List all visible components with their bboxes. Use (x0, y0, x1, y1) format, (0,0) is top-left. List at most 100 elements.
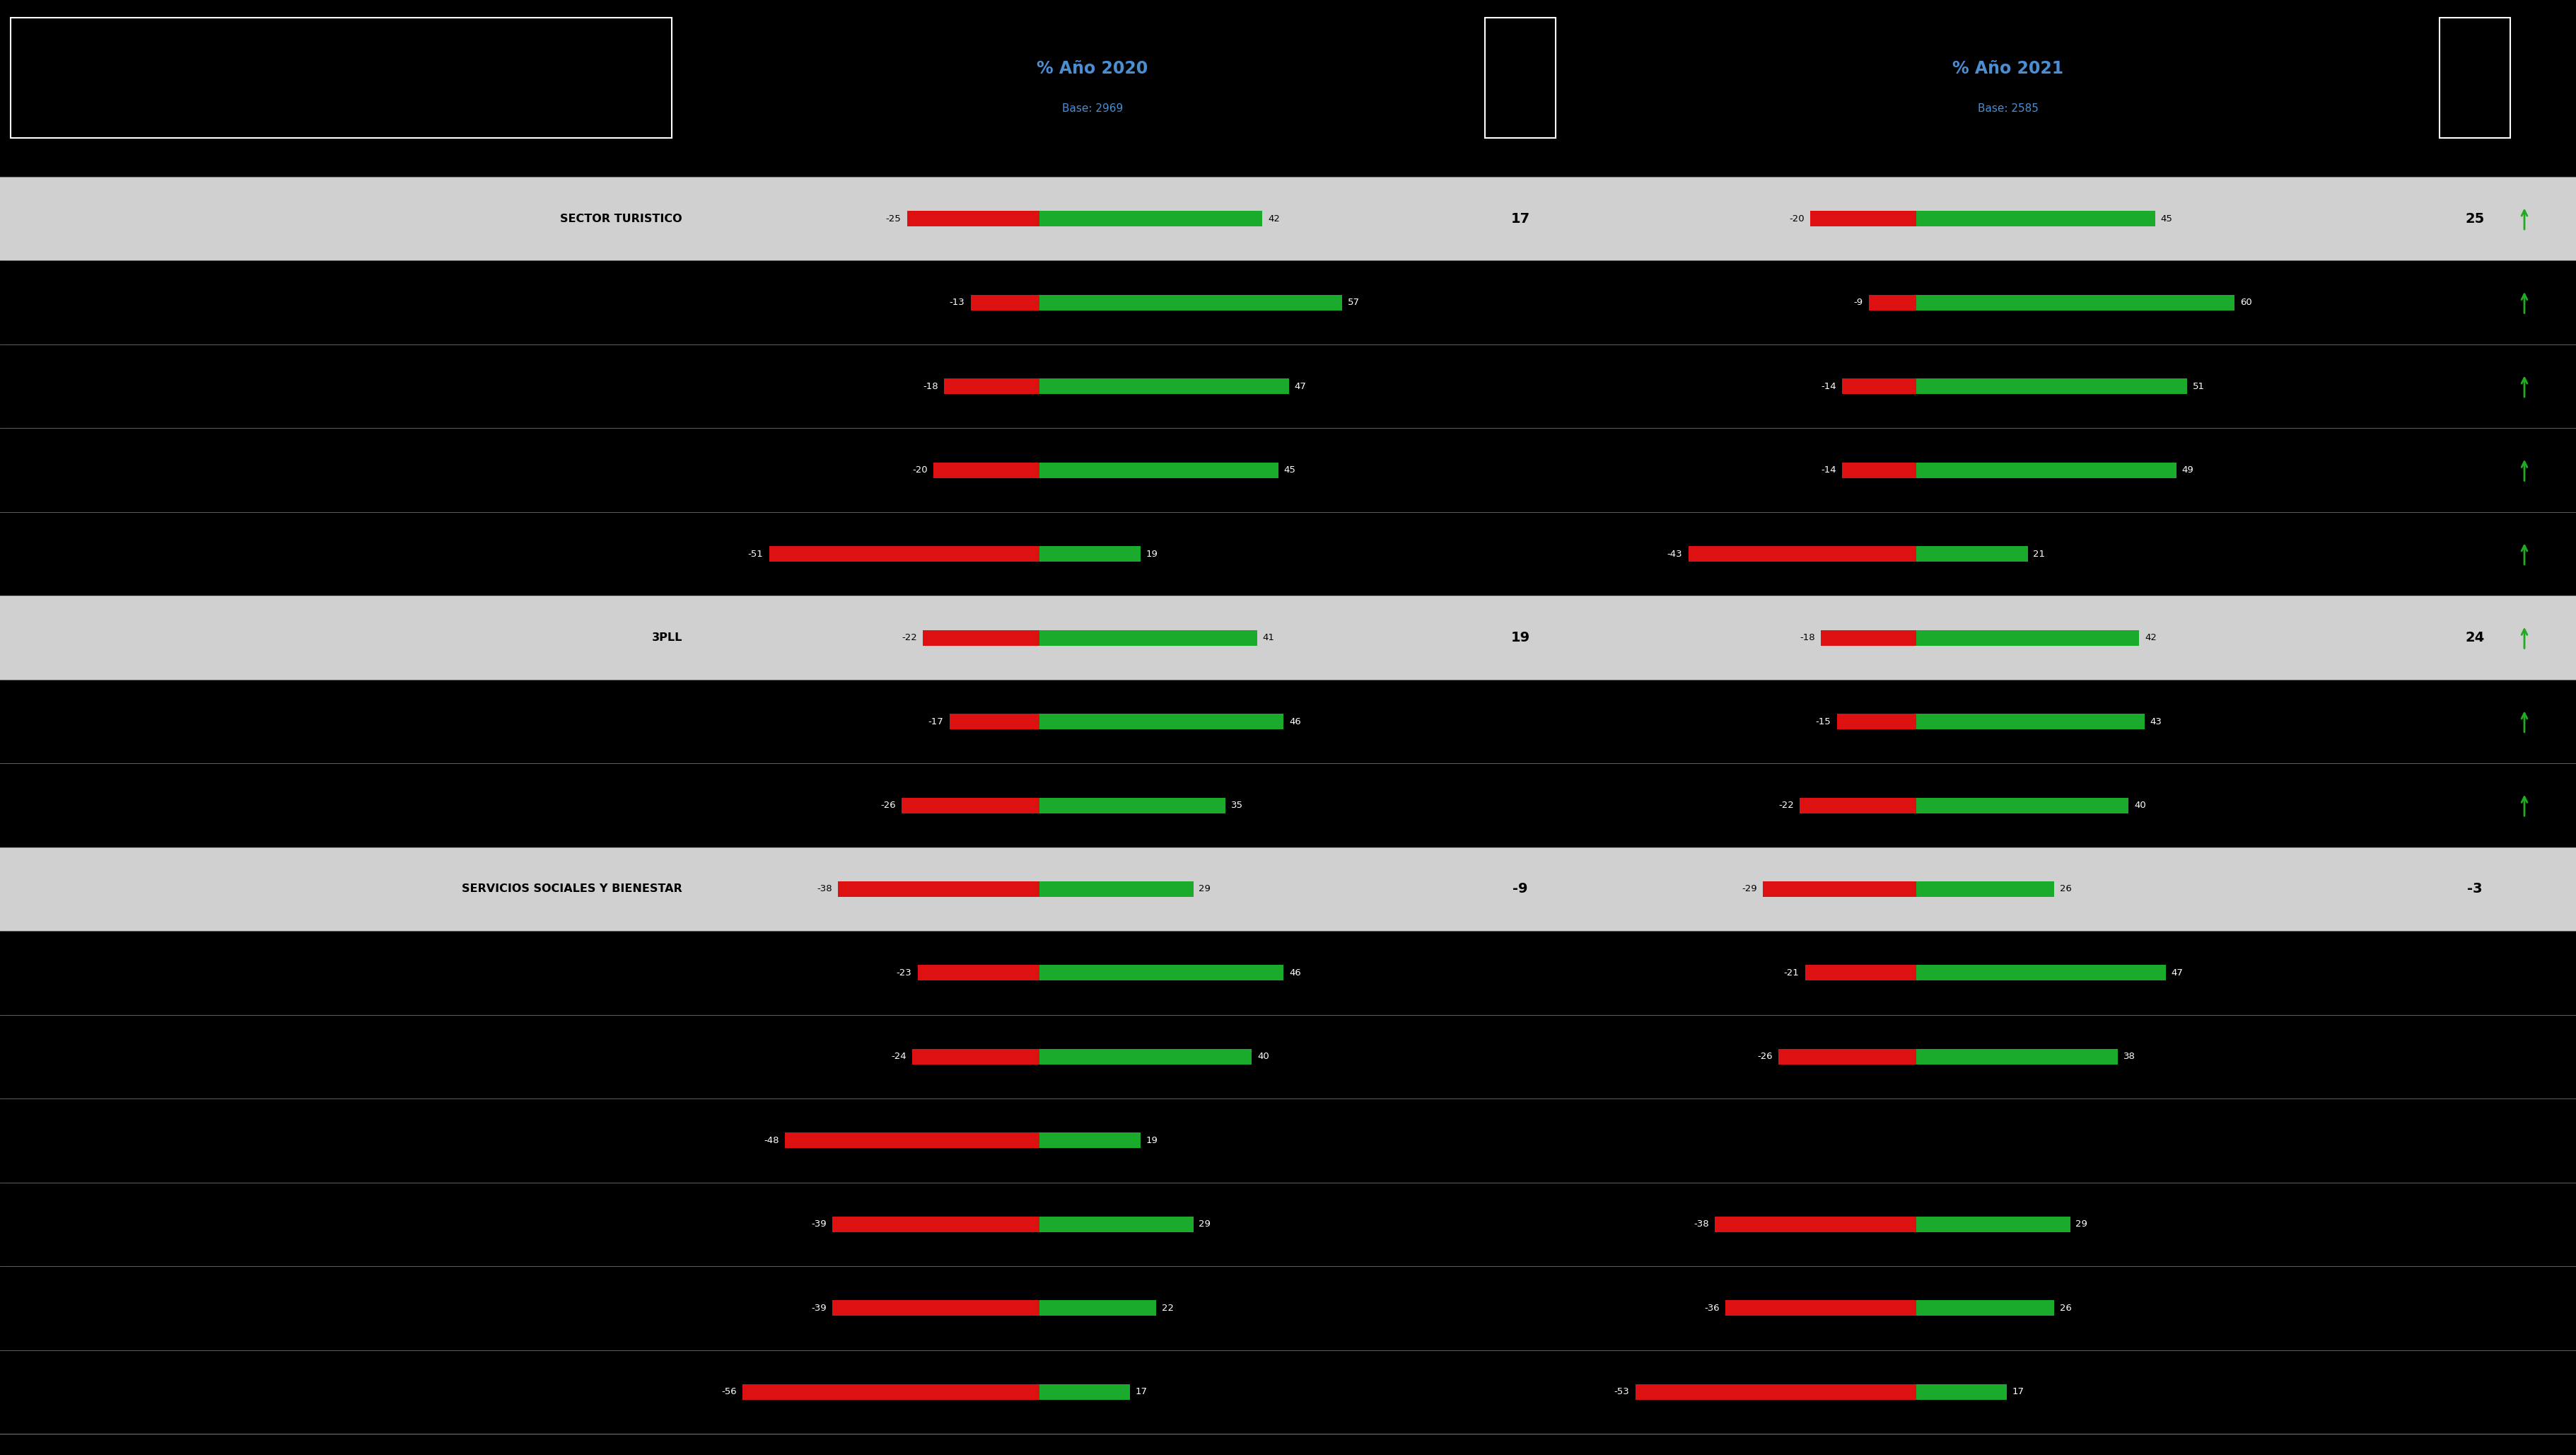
Bar (1762, 882, 1917, 896)
Bar (971, 295, 1041, 310)
Text: 45: 45 (1283, 466, 1296, 474)
Bar (1868, 295, 1917, 310)
Text: 19: 19 (1146, 1136, 1157, 1145)
Bar (1917, 1301, 2053, 1315)
Text: -18: -18 (922, 381, 938, 391)
Text: -56: -56 (721, 1387, 737, 1397)
Text: -21: -21 (1783, 968, 1798, 978)
Bar (786, 1132, 1041, 1148)
Text: 60: 60 (2241, 298, 2251, 307)
Bar (1041, 965, 1283, 981)
Text: 17: 17 (1510, 212, 1530, 226)
Bar (1917, 295, 2233, 310)
Text: 24: 24 (2465, 631, 2483, 645)
Bar (742, 1384, 1041, 1400)
Text: -53: -53 (1615, 1387, 1631, 1397)
Bar (907, 211, 1041, 227)
Text: -23: -23 (896, 968, 912, 978)
Text: 19: 19 (1510, 631, 1530, 645)
Bar (1842, 378, 1917, 394)
Bar (1917, 714, 2143, 729)
Bar (1041, 1301, 1157, 1315)
Text: 26: 26 (2061, 885, 2071, 893)
Text: 17: 17 (1136, 1387, 1146, 1397)
Text: -3: -3 (2468, 882, 2483, 896)
Bar (1041, 797, 1226, 813)
Text: 38: 38 (2123, 1052, 2136, 1061)
Text: -18: -18 (1801, 633, 1816, 642)
Text: 3PLL: 3PLL (652, 633, 683, 643)
Text: 47: 47 (1293, 381, 1306, 391)
Text: 26: 26 (2061, 1304, 2071, 1312)
Text: Base: 2585: Base: 2585 (1978, 103, 2038, 113)
Text: Base: 2969: Base: 2969 (1061, 103, 1123, 113)
Bar (1917, 546, 2027, 562)
Text: 29: 29 (1198, 1219, 1211, 1229)
Text: 51: 51 (2192, 381, 2205, 391)
Bar (1041, 1132, 1141, 1148)
Text: -51: -51 (747, 550, 762, 559)
Text: 19: 19 (1146, 550, 1157, 559)
Text: -14: -14 (1821, 381, 1837, 391)
Bar (1041, 1216, 1193, 1232)
FancyBboxPatch shape (10, 17, 672, 138)
Text: 25: 25 (2465, 212, 2483, 226)
Text: SERVICIOS SOCIALES Y BIENESTAR: SERVICIOS SOCIALES Y BIENESTAR (461, 883, 683, 895)
Bar (1041, 714, 1283, 729)
Bar (1777, 1049, 1917, 1065)
Bar (1917, 630, 2138, 646)
Text: 42: 42 (1267, 214, 1280, 223)
Bar (837, 882, 1041, 896)
Bar (1726, 1301, 1917, 1315)
Text: SECTOR TURISTICO: SECTOR TURISTICO (562, 214, 683, 224)
Bar (0, 595, 2576, 679)
Text: 40: 40 (2133, 800, 2146, 810)
Bar (0, 178, 2576, 260)
Text: 41: 41 (1262, 633, 1275, 642)
Bar (1917, 378, 2187, 394)
Bar (1801, 797, 1917, 813)
Bar (1041, 211, 1262, 227)
Text: -39: -39 (811, 1304, 827, 1312)
Text: 35: 35 (1231, 800, 1242, 810)
Text: 42: 42 (2146, 633, 2156, 642)
Text: 29: 29 (1198, 885, 1211, 893)
Text: -38: -38 (1695, 1219, 1708, 1229)
Text: -39: -39 (811, 1219, 827, 1229)
Bar (1806, 965, 1917, 981)
Text: 46: 46 (1288, 968, 1301, 978)
Text: 47: 47 (2172, 968, 2182, 978)
Bar (1041, 295, 1342, 310)
Bar (1917, 965, 2166, 981)
Text: -14: -14 (1821, 466, 1837, 474)
Bar (1917, 1049, 2117, 1065)
Bar (1041, 630, 1257, 646)
FancyBboxPatch shape (2439, 17, 2509, 138)
Bar (917, 965, 1041, 981)
Bar (832, 1216, 1041, 1232)
Bar (1917, 797, 2128, 813)
Text: % Año 2021: % Año 2021 (1953, 60, 2063, 77)
Bar (933, 463, 1041, 477)
Bar (1041, 378, 1288, 394)
Text: 45: 45 (2161, 214, 2172, 223)
Text: -22: -22 (902, 633, 917, 642)
Text: 49: 49 (2182, 466, 2195, 474)
Bar (832, 1301, 1041, 1315)
Bar (902, 797, 1041, 813)
Bar (0, 847, 2576, 931)
Bar (1041, 546, 1141, 562)
Text: -38: -38 (817, 885, 832, 893)
Bar (1041, 463, 1278, 477)
Text: -15: -15 (1816, 717, 1832, 726)
Bar (1917, 1216, 2071, 1232)
Text: -43: -43 (1667, 550, 1682, 559)
Text: -22: -22 (1777, 800, 1793, 810)
Bar (770, 546, 1041, 562)
Bar (1716, 1216, 1917, 1232)
Bar (1041, 1384, 1131, 1400)
Text: 17: 17 (2012, 1387, 2025, 1397)
Text: -9: -9 (1855, 298, 1862, 307)
Text: % Año 2020: % Año 2020 (1038, 60, 1149, 77)
Text: -26: -26 (881, 800, 896, 810)
